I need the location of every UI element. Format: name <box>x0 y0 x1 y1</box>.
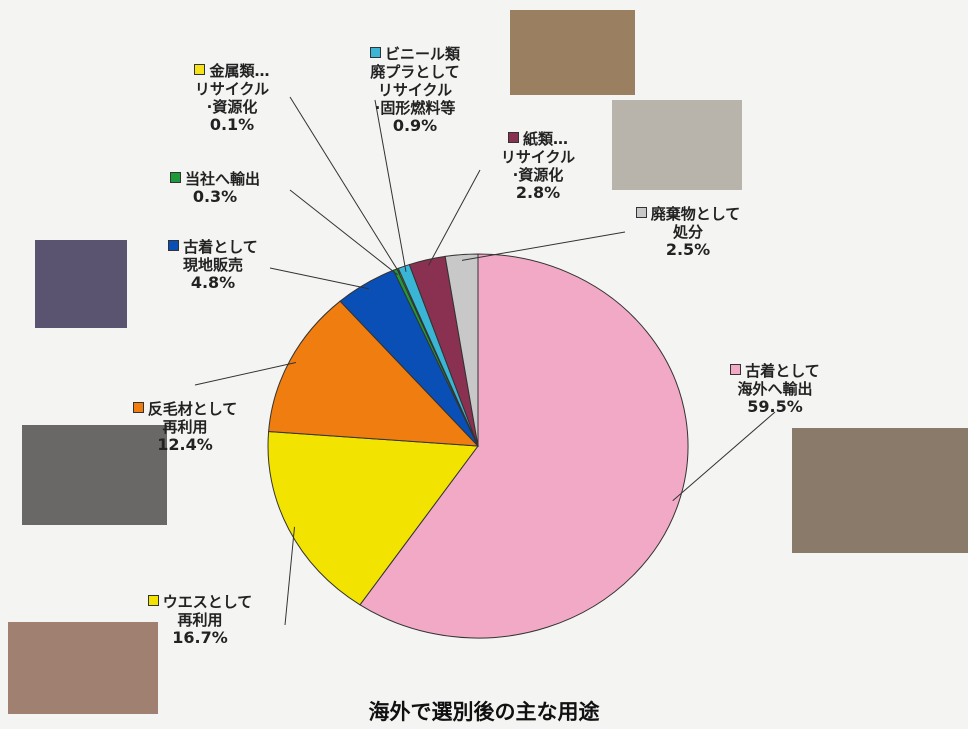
value-label: 0.1% <box>210 115 254 134</box>
category-label: 古着として 現地販売 <box>183 238 258 274</box>
category-label: ビニール類 廃プラとして リサイクル ·固形燃料等 <box>370 45 460 117</box>
legend-swatch <box>636 207 647 218</box>
category-label: 廃棄物として 処分 <box>651 205 741 241</box>
category-label: 古着として 海外へ輸出 <box>737 362 819 398</box>
photo <box>35 240 127 328</box>
leader-line <box>285 527 295 625</box>
leader-line <box>270 268 369 289</box>
value-label: 2.8% <box>516 183 560 202</box>
legend-swatch <box>370 47 381 58</box>
value-label: 16.7% <box>172 628 228 647</box>
photo <box>510 10 635 95</box>
legend-swatch <box>730 364 741 375</box>
legend-swatch <box>133 402 144 413</box>
category-label: 反毛材として 再利用 <box>148 400 238 436</box>
leader-line <box>429 170 480 265</box>
value-label: 59.5% <box>747 397 803 416</box>
leader-line <box>290 190 398 275</box>
chart-title: 海外で選別後の主な用途 <box>0 696 968 726</box>
legend-swatch <box>170 172 181 183</box>
legend-swatch <box>194 64 205 75</box>
photo <box>612 100 742 190</box>
page: 海外で選別後の主な用途 古着として 海外へ輸出59.5% ウエスとして 再利用16… <box>0 0 968 729</box>
value-label: 2.5% <box>666 240 710 259</box>
category-label: ウエスとして 再利用 <box>163 593 253 629</box>
legend-swatch <box>508 132 519 143</box>
legend-swatch <box>168 240 179 251</box>
value-label: 12.4% <box>157 435 213 454</box>
leader-line <box>462 232 625 260</box>
category-label: 金属類… リサイクル ·資源化 <box>195 62 270 116</box>
value-label: 0.9% <box>393 116 437 135</box>
value-label: 4.8% <box>191 273 235 292</box>
photo <box>792 428 968 553</box>
category-label: 当社へ輸出 <box>185 170 260 188</box>
value-label: 0.3% <box>193 187 237 206</box>
legend-swatch <box>148 595 159 606</box>
